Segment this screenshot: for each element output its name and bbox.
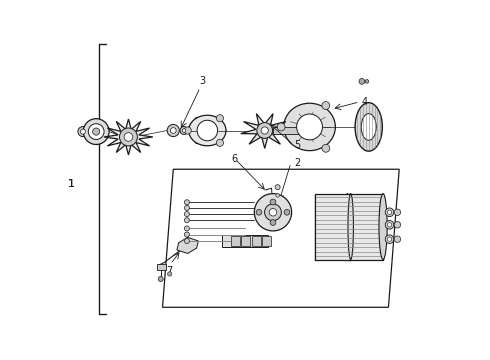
Ellipse shape — [180, 127, 188, 134]
Ellipse shape — [385, 221, 394, 229]
Ellipse shape — [322, 102, 330, 109]
Text: 5: 5 — [294, 140, 301, 150]
Bar — [262, 236, 271, 246]
Ellipse shape — [276, 194, 279, 197]
Ellipse shape — [184, 206, 190, 211]
Ellipse shape — [184, 238, 190, 243]
Ellipse shape — [269, 208, 277, 216]
Polygon shape — [177, 237, 198, 253]
Bar — [315, 194, 383, 260]
Ellipse shape — [171, 128, 176, 134]
Ellipse shape — [275, 185, 280, 190]
Ellipse shape — [270, 199, 276, 205]
Ellipse shape — [78, 127, 88, 136]
Ellipse shape — [257, 123, 272, 138]
Bar — [272, 127, 299, 134]
Ellipse shape — [284, 210, 290, 215]
Polygon shape — [241, 114, 289, 148]
Ellipse shape — [184, 226, 190, 231]
Ellipse shape — [296, 114, 322, 140]
Ellipse shape — [184, 218, 190, 223]
Ellipse shape — [385, 235, 394, 243]
Ellipse shape — [355, 103, 382, 151]
Bar — [315, 194, 383, 260]
Ellipse shape — [394, 209, 401, 216]
Ellipse shape — [197, 120, 218, 141]
Ellipse shape — [394, 222, 401, 228]
Ellipse shape — [167, 125, 179, 136]
Ellipse shape — [217, 114, 223, 122]
Ellipse shape — [388, 210, 392, 215]
Ellipse shape — [365, 80, 368, 83]
Bar — [231, 236, 240, 246]
Ellipse shape — [388, 223, 392, 227]
Polygon shape — [104, 119, 153, 155]
Ellipse shape — [379, 194, 387, 260]
Ellipse shape — [184, 200, 190, 205]
Text: 6: 6 — [231, 154, 237, 164]
Ellipse shape — [93, 128, 100, 135]
Ellipse shape — [254, 194, 292, 231]
Ellipse shape — [124, 133, 133, 141]
Bar — [157, 264, 166, 270]
Ellipse shape — [182, 129, 186, 132]
Bar — [221, 234, 269, 247]
Ellipse shape — [388, 237, 392, 241]
Text: 2: 2 — [294, 158, 300, 168]
Text: 1: 1 — [68, 179, 75, 189]
Ellipse shape — [184, 232, 190, 237]
Ellipse shape — [284, 103, 335, 150]
Ellipse shape — [80, 129, 85, 134]
Ellipse shape — [344, 194, 350, 260]
Ellipse shape — [348, 194, 353, 260]
Ellipse shape — [168, 272, 172, 276]
Ellipse shape — [184, 212, 190, 217]
Ellipse shape — [322, 144, 330, 152]
Ellipse shape — [261, 127, 269, 134]
Bar — [252, 236, 261, 246]
Ellipse shape — [385, 208, 394, 217]
Ellipse shape — [270, 220, 276, 225]
Text: 7: 7 — [166, 266, 172, 276]
Ellipse shape — [217, 139, 223, 147]
Ellipse shape — [83, 119, 109, 144]
Ellipse shape — [361, 114, 376, 140]
Polygon shape — [189, 117, 226, 144]
Text: 1: 1 — [68, 179, 75, 189]
Ellipse shape — [359, 78, 365, 84]
Text: 3: 3 — [199, 76, 205, 86]
Ellipse shape — [265, 204, 281, 221]
Ellipse shape — [184, 127, 192, 134]
Ellipse shape — [256, 210, 262, 215]
Ellipse shape — [394, 236, 401, 242]
Bar — [242, 236, 250, 246]
Ellipse shape — [277, 123, 285, 131]
Ellipse shape — [189, 115, 226, 146]
Text: 4: 4 — [362, 97, 368, 107]
Ellipse shape — [158, 276, 163, 282]
Ellipse shape — [88, 124, 104, 139]
Ellipse shape — [120, 128, 137, 146]
